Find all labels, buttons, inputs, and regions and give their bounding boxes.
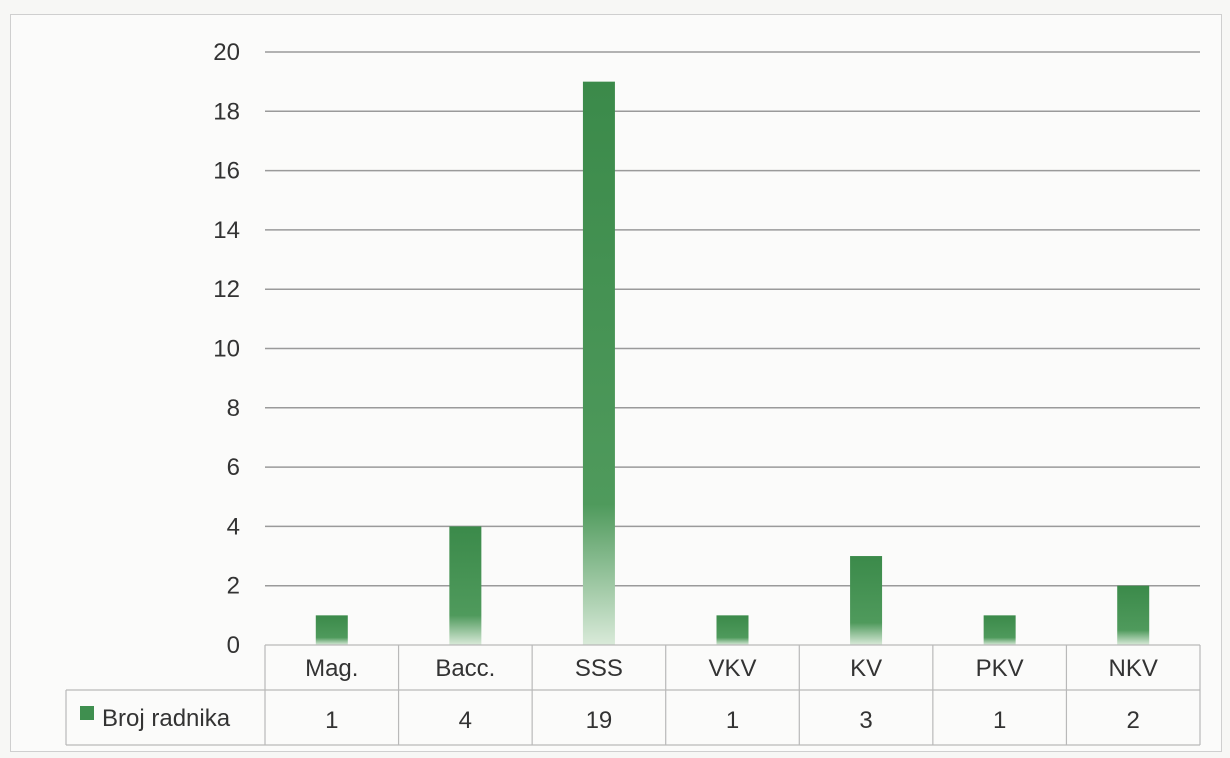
gridlines: [265, 51, 1200, 587]
y-tick-label: 8: [227, 395, 240, 422]
data-table-value: 19: [586, 707, 613, 734]
legend-label: Broj radnika: [102, 705, 231, 732]
y-tick-label: 14: [213, 217, 240, 244]
x-category-label: SSS: [575, 655, 623, 682]
y-tick-label: 6: [227, 454, 240, 481]
data-table-value: 4: [459, 707, 472, 734]
y-tick-label: 16: [213, 158, 240, 185]
bar-pkv: [983, 615, 1016, 645]
chart-frame: [10, 14, 1222, 752]
x-category-label: PKV: [976, 655, 1024, 682]
y-axis-ticks: 0 2 4 6 8 10 12 14 16 18 20: [213, 39, 240, 659]
x-category-label: KV: [850, 655, 882, 682]
y-tick-label: 18: [213, 98, 240, 125]
x-category-label: Mag.: [305, 655, 358, 682]
y-tick-label: 4: [227, 513, 240, 540]
y-tick-label: 10: [213, 336, 240, 363]
y-tick-label: 12: [213, 276, 240, 303]
bar-nkv: [1117, 585, 1150, 645]
bars: [315, 81, 1150, 645]
y-tick-label: 20: [213, 39, 240, 66]
x-category-label: NKV: [1109, 655, 1158, 682]
bar-bacc: [449, 526, 482, 645]
x-category-label: VKV: [708, 655, 756, 682]
x-category-label: Bacc.: [435, 655, 495, 682]
bar-kv: [850, 556, 883, 645]
bar-vkv: [716, 615, 749, 645]
data-table-value: 1: [325, 707, 338, 734]
data-table: Mag. 1 Bacc. 4 SSS 19 VKV 1 KV 3 PKV 1 NKV 2 Broj radn…: [65, 644, 1201, 746]
data-table-value: 1: [993, 707, 1006, 734]
bar-mag: [315, 615, 348, 645]
data-table-value: 2: [1127, 707, 1140, 734]
y-tick-label: 0: [227, 632, 240, 659]
bar-sss: [582, 81, 615, 645]
data-table-value: 3: [859, 707, 872, 734]
data-table-value: 1: [726, 707, 739, 734]
y-tick-label: 2: [227, 573, 240, 600]
legend-swatch: [80, 706, 94, 720]
